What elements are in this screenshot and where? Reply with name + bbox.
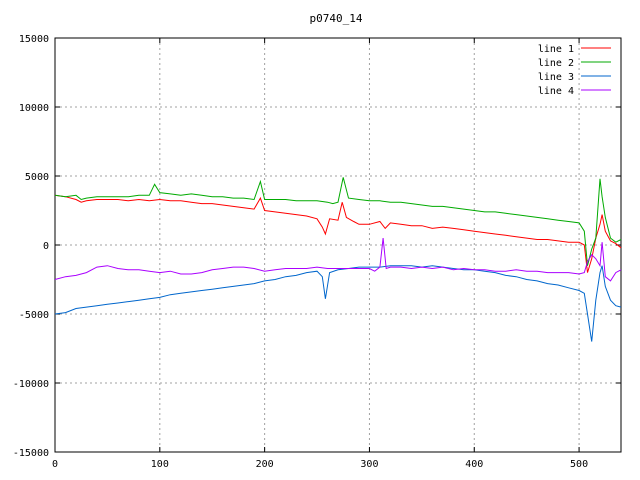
y-tick-label: 10000	[19, 103, 49, 114]
series-line-3	[54, 265, 622, 342]
y-tick-label: -10000	[13, 379, 49, 390]
grid	[55, 38, 621, 452]
x-tick-label: 500	[570, 459, 588, 470]
legend-label-3: line 3	[538, 72, 574, 83]
x-tick-label: 400	[465, 459, 483, 470]
x-tick-label: 0	[52, 459, 58, 470]
x-tick-label: 300	[360, 459, 378, 470]
x-tick-label: 100	[151, 459, 169, 470]
chart-title: p0740_14	[310, 12, 363, 25]
y-tick-label: -5000	[19, 310, 49, 321]
x-tick-label: 200	[256, 459, 274, 470]
legend-label-1: line 1	[538, 44, 574, 55]
legend-label-2: line 2	[538, 58, 574, 69]
axes: 0 100 200 300 400 500 -15000 -10000 -5000 0 5000 10…	[13, 34, 622, 470]
y-tick-label: -15000	[13, 448, 49, 459]
series-layer	[54, 177, 622, 342]
legend-label-4: line 4	[538, 86, 574, 97]
series-line-2	[54, 177, 622, 266]
series-line-1	[54, 194, 622, 273]
series-line-4	[54, 238, 622, 282]
y-tick-label: 15000	[19, 34, 49, 45]
y-tick-label: 5000	[25, 172, 49, 183]
legend: line 1 line 2 line 3 line 4	[538, 44, 611, 97]
y-tick-label: 0	[43, 241, 49, 252]
